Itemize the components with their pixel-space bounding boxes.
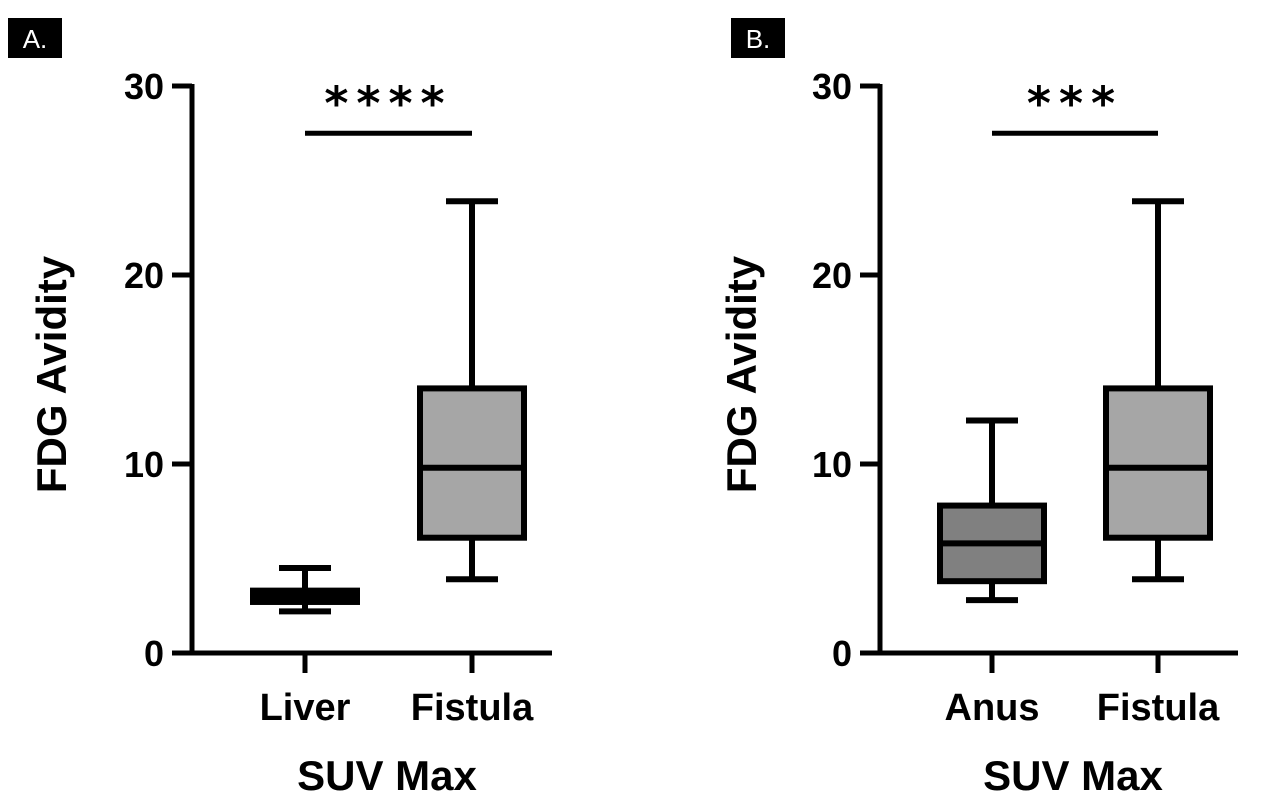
y-tick-label: 30 [812,66,852,107]
significance-marker: **** [305,76,472,136]
chart-panel-b: B. 0 10 20 30 Anus Fistula *** FDG Avidity SUV Ma… [718,18,1238,799]
y-axis-title: FDG Avidity [718,255,765,493]
y-tick-label: 10 [812,444,852,485]
x-tick-label: Liver [260,687,351,729]
y-tick-label: 20 [124,255,164,296]
significance-stars: **** [324,76,452,130]
chart-panel-a: A. 0 10 20 30 Liver Fistula **** FDG Avidity SUV … [8,18,552,799]
y-tick-label: 20 [812,255,852,296]
x-axis-title: SUV Max [983,752,1163,799]
y-tick-label: 0 [832,633,852,674]
panel-label: A. [23,24,48,54]
y-tick-label: 10 [124,444,164,485]
y-axis-title: FDG Avidity [28,255,75,493]
x-axis-title: SUV Max [297,752,477,799]
panel-label: B. [746,24,771,54]
x-tick-label: Anus [945,687,1040,729]
box-anus [937,417,1047,604]
significance-stars: *** [1027,76,1123,130]
panel-label-box [8,18,62,58]
y-tick-label: 0 [144,633,164,674]
x-tick-label: Fistula [1097,687,1220,729]
box-iqr [417,385,527,541]
panel-label-box [731,18,785,58]
x-tick-label: Fistula [411,687,534,729]
significance-marker: *** [992,76,1158,136]
box-fistula [417,198,527,583]
y-tick-label: 30 [124,66,164,107]
box-iqr [1103,385,1213,541]
box-liver [250,564,360,615]
box-fistula [1103,198,1213,583]
